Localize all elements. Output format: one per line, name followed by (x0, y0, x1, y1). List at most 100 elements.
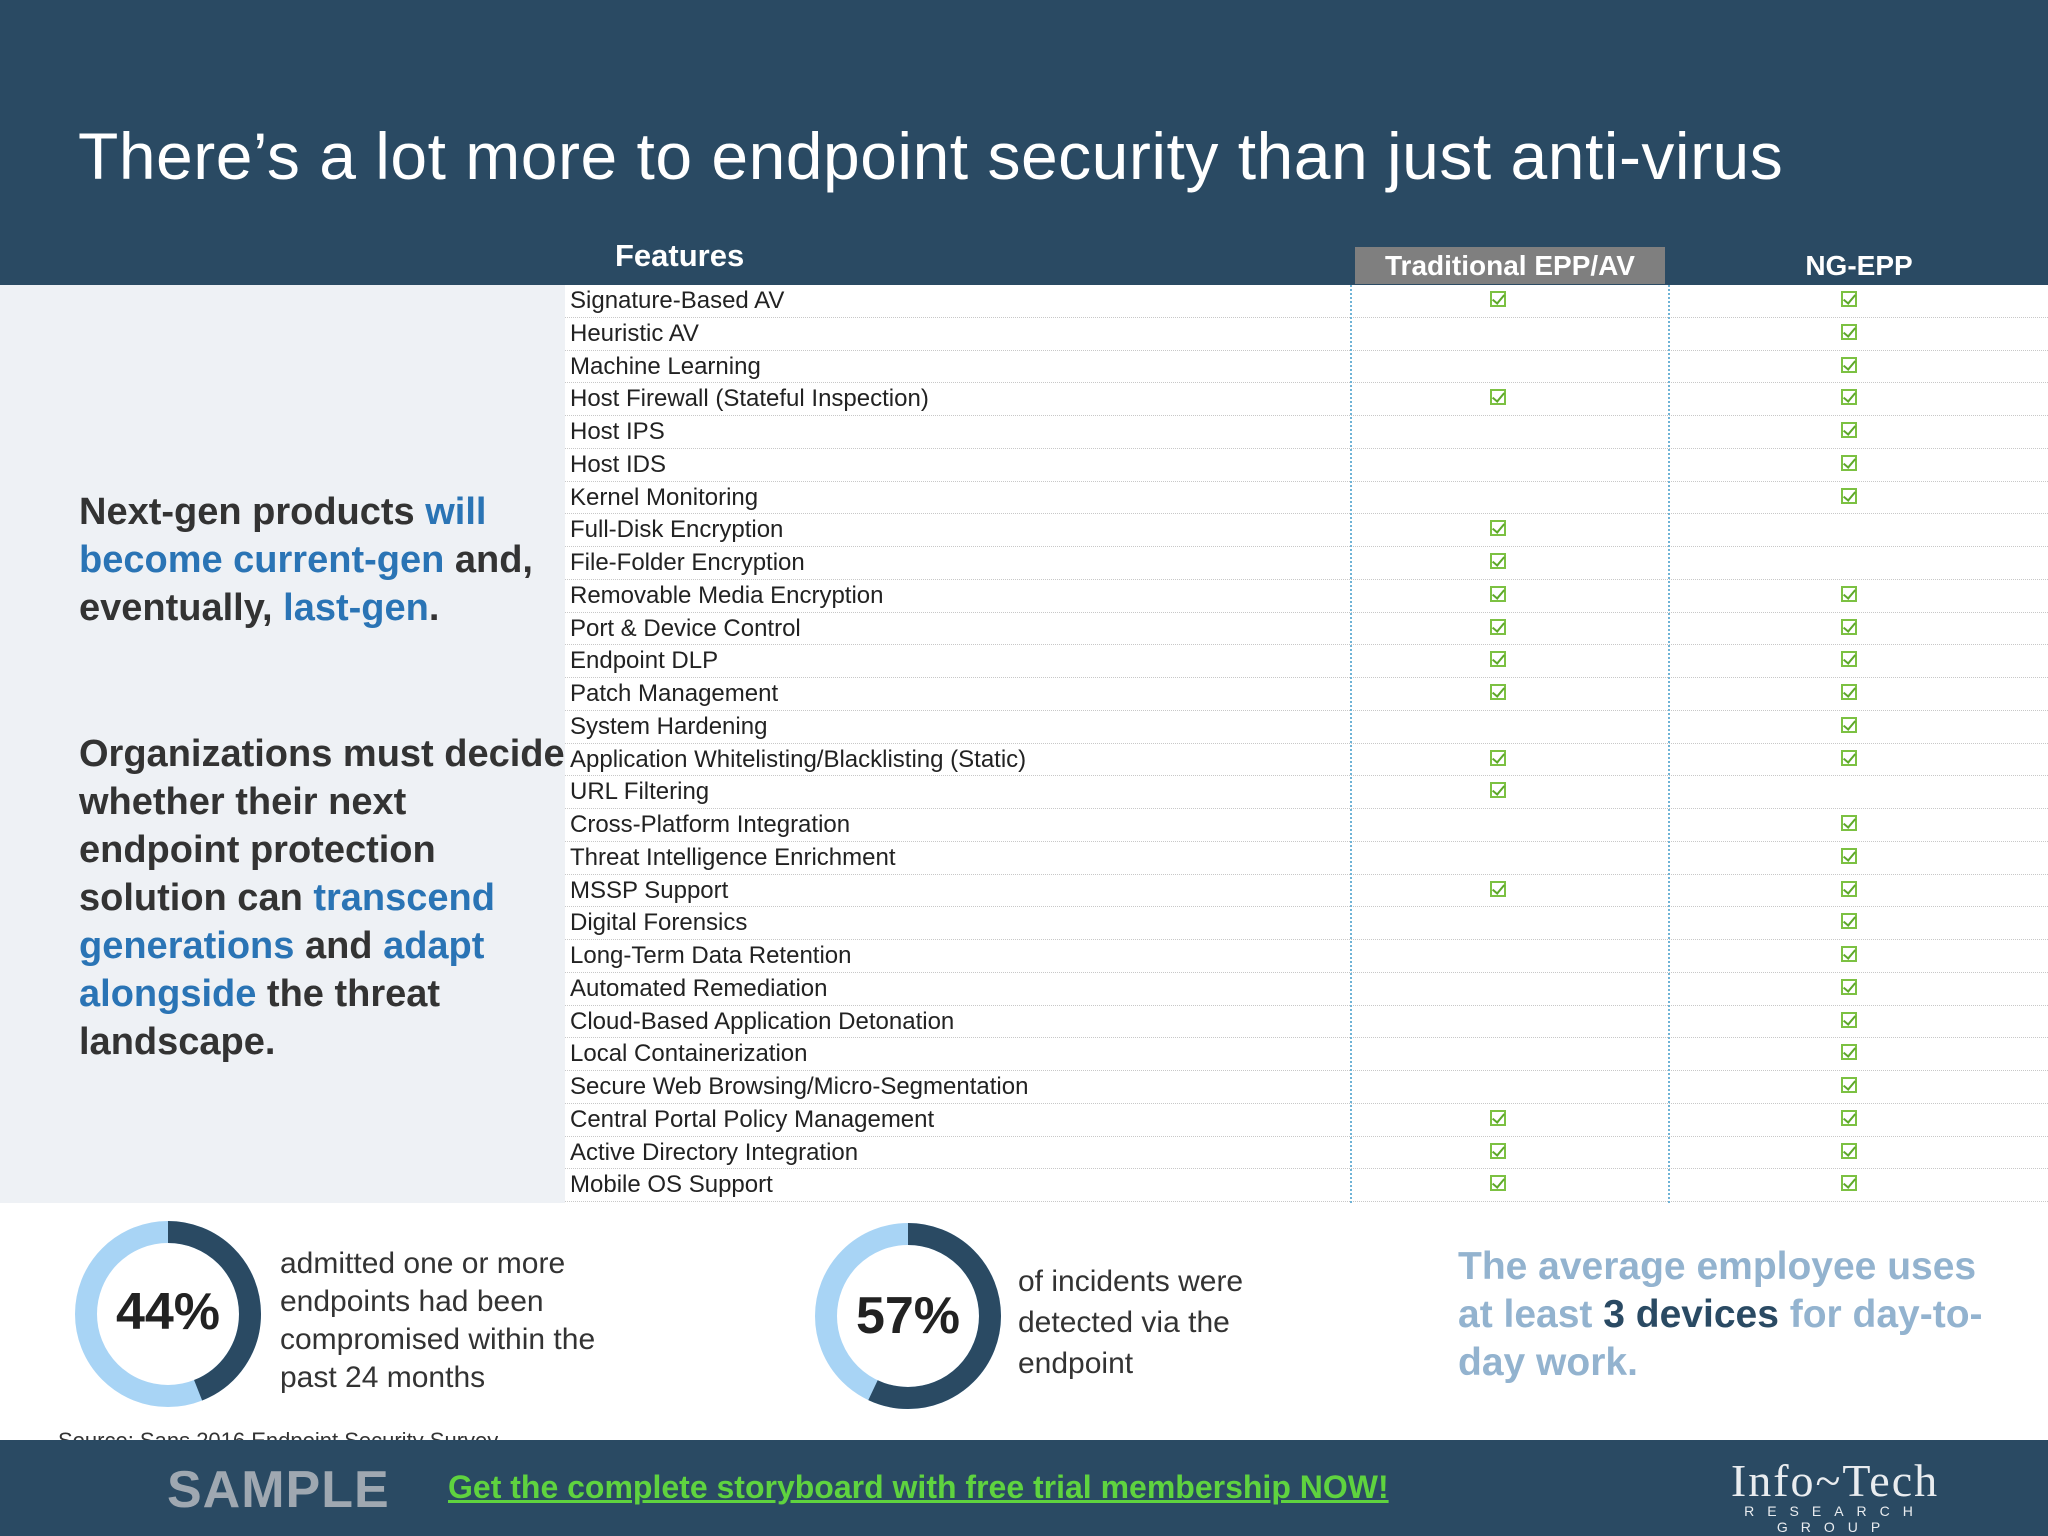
header-band (0, 0, 2048, 285)
table-row: Full-Disk Encryption (565, 514, 2048, 547)
statement-highlight: last-gen (283, 587, 429, 629)
table-row: File-Folder Encryption (565, 547, 2048, 580)
logo-subtitle: RESEARCH GROUP (1744, 1503, 1926, 1535)
feature-name: File-Folder Encryption (570, 549, 805, 576)
traditional-check-icon (1490, 749, 1506, 766)
feature-name: Cloud-Based Application Detonation (570, 1007, 955, 1035)
average-emphasis: 3 devices (1603, 1293, 1779, 1336)
ngepp-check-icon (1841, 422, 1857, 438)
feature-name: Removable Media Encryption (570, 581, 884, 609)
stat-value: 57% (855, 1287, 961, 1345)
sample-label: SAMPLE (167, 1461, 390, 1519)
statement-text: Organizations must decide whether their … (79, 733, 565, 919)
donut-chart-44 (75, 1221, 261, 1407)
table-row: Cloud-Based Application Detonation (565, 1006, 2048, 1039)
ngepp-check-icon (1841, 913, 1857, 930)
table-row: Port & Device Control (565, 613, 2048, 646)
feature-name: Application Whitelisting/Blacklisting (S… (570, 745, 1027, 773)
traditional-check-icon (1490, 651, 1506, 668)
feature-name: Host Firewall (Stateful Inspection) (570, 385, 929, 413)
stat-value: 44% (115, 1283, 221, 1341)
feature-name: Host IPS (570, 418, 665, 445)
average-devices-callout: The average employee uses at least 3 dev… (1458, 1243, 2018, 1387)
table-row: Threat Intelligence Enrichment (565, 842, 2048, 875)
column-divider (1350, 285, 1352, 1203)
table-row: Kernel Monitoring (565, 482, 2048, 515)
traditional-check-icon (1490, 1109, 1506, 1126)
statement-organizations: Organizations must decide whether their … (79, 730, 569, 1066)
table-row: System Hardening (565, 711, 2048, 744)
feature-name: Mobile OS Support (570, 1171, 773, 1199)
ngepp-check-icon (1841, 716, 1857, 733)
traditional-check-icon (1490, 880, 1506, 897)
ngepp-check-icon (1841, 946, 1857, 962)
feature-name: Kernel Monitoring (570, 483, 759, 511)
table-row: Host IDS (565, 449, 2048, 482)
traditional-check-icon (1490, 553, 1506, 569)
feature-name: System Hardening (570, 712, 768, 740)
logo-wordmark: Info~Tech (1730, 1455, 1940, 1506)
ngepp-check-icon (1841, 618, 1857, 635)
ngepp-check-icon (1841, 1077, 1857, 1093)
feature-name: Machine Learning (570, 352, 761, 380)
table-row: Active Directory Integration (565, 1137, 2048, 1170)
statement-highlight: will become current-gen (79, 491, 487, 581)
ngepp-check-icon (1841, 291, 1857, 307)
table-row: Host Firewall (Stateful Inspection) (565, 383, 2048, 416)
ngepp-check-icon (1841, 749, 1857, 766)
statement-next-gen: Next-gen products will become current-ge… (79, 488, 579, 632)
table-row: Removable Media Encryption (565, 580, 2048, 613)
traditional-check-icon (1490, 291, 1506, 307)
average-text: The average employee uses at least (1458, 1245, 1977, 1336)
statement-highlight: transcend generations (79, 877, 495, 967)
feature-name: Central Portal Policy Management (570, 1105, 935, 1133)
table-row: Host IPS (565, 416, 2048, 449)
traditional-check-icon (1490, 520, 1506, 537)
table-row: Secure Web Browsing/Micro-Segmentation (565, 1071, 2048, 1104)
feature-name: Patch Management (570, 680, 779, 707)
traditional-check-icon (1490, 684, 1506, 700)
statement-text: the threat landscape. (79, 973, 441, 1063)
source-note: Source: Sans 2016 Endpoint Security Surv… (58, 1428, 498, 1440)
ngepp-check-icon (1841, 1044, 1857, 1061)
ngepp-check-icon (1841, 454, 1857, 471)
info-tech-logo: Info~Tech RESEARCH GROUP (1690, 1454, 1980, 1535)
footer-band (0, 1440, 2048, 1536)
ngepp-check-icon (1841, 847, 1857, 864)
feature-name: Automated Remediation (570, 974, 828, 1002)
table-row: Heuristic AV (565, 318, 2048, 351)
feature-name: URL Filtering (570, 778, 710, 806)
ngepp-check-icon (1841, 651, 1857, 668)
feature-name: Threat Intelligence Enrichment (570, 843, 896, 871)
ngepp-check-icon (1841, 815, 1857, 831)
average-text: for day-to-day work. (1458, 1293, 1983, 1384)
trial-membership-link[interactable]: Get the complete storyboard with free tr… (448, 1469, 1389, 1505)
ngepp-check-icon (1841, 978, 1857, 995)
stat-description: admitted one or more endpoints had been … (280, 1247, 596, 1394)
traditional-check-icon (1490, 1175, 1506, 1192)
feature-name: Long-Term Data Retention (570, 942, 852, 969)
traditional-check-icon (1490, 618, 1506, 635)
ngepp-check-icon (1841, 585, 1857, 602)
table-row: URL Filtering (565, 776, 2048, 809)
table-row: Endpoint DLP (565, 645, 2048, 678)
feature-name: Digital Forensics (570, 909, 748, 937)
ngepp-check-icon (1841, 389, 1857, 406)
table-row: Machine Learning (565, 351, 2048, 384)
table-row: Automated Remediation (565, 973, 2048, 1006)
ngepp-check-icon (1841, 487, 1857, 504)
ngepp-check-icon (1841, 1175, 1857, 1192)
feature-name: Signature-Based AV (570, 287, 785, 314)
table-row: Local Containerization (565, 1038, 2048, 1071)
ngepp-check-icon (1841, 684, 1857, 700)
traditional-check-icon (1490, 782, 1506, 799)
traditional-check-icon (1490, 1142, 1506, 1159)
column-header-features: Features (615, 238, 745, 273)
ngepp-check-icon (1841, 356, 1857, 373)
feature-name: Secure Web Browsing/Micro-Segmentation (570, 1073, 1029, 1100)
table-row: MSSP Support (565, 875, 2048, 908)
table-row: Cross-Platform Integration (565, 809, 2048, 842)
table-row: Patch Management (565, 678, 2048, 711)
feature-name: Port & Device Control (570, 614, 801, 642)
page-title: There’s a lot more to endpoint security … (78, 119, 1784, 193)
